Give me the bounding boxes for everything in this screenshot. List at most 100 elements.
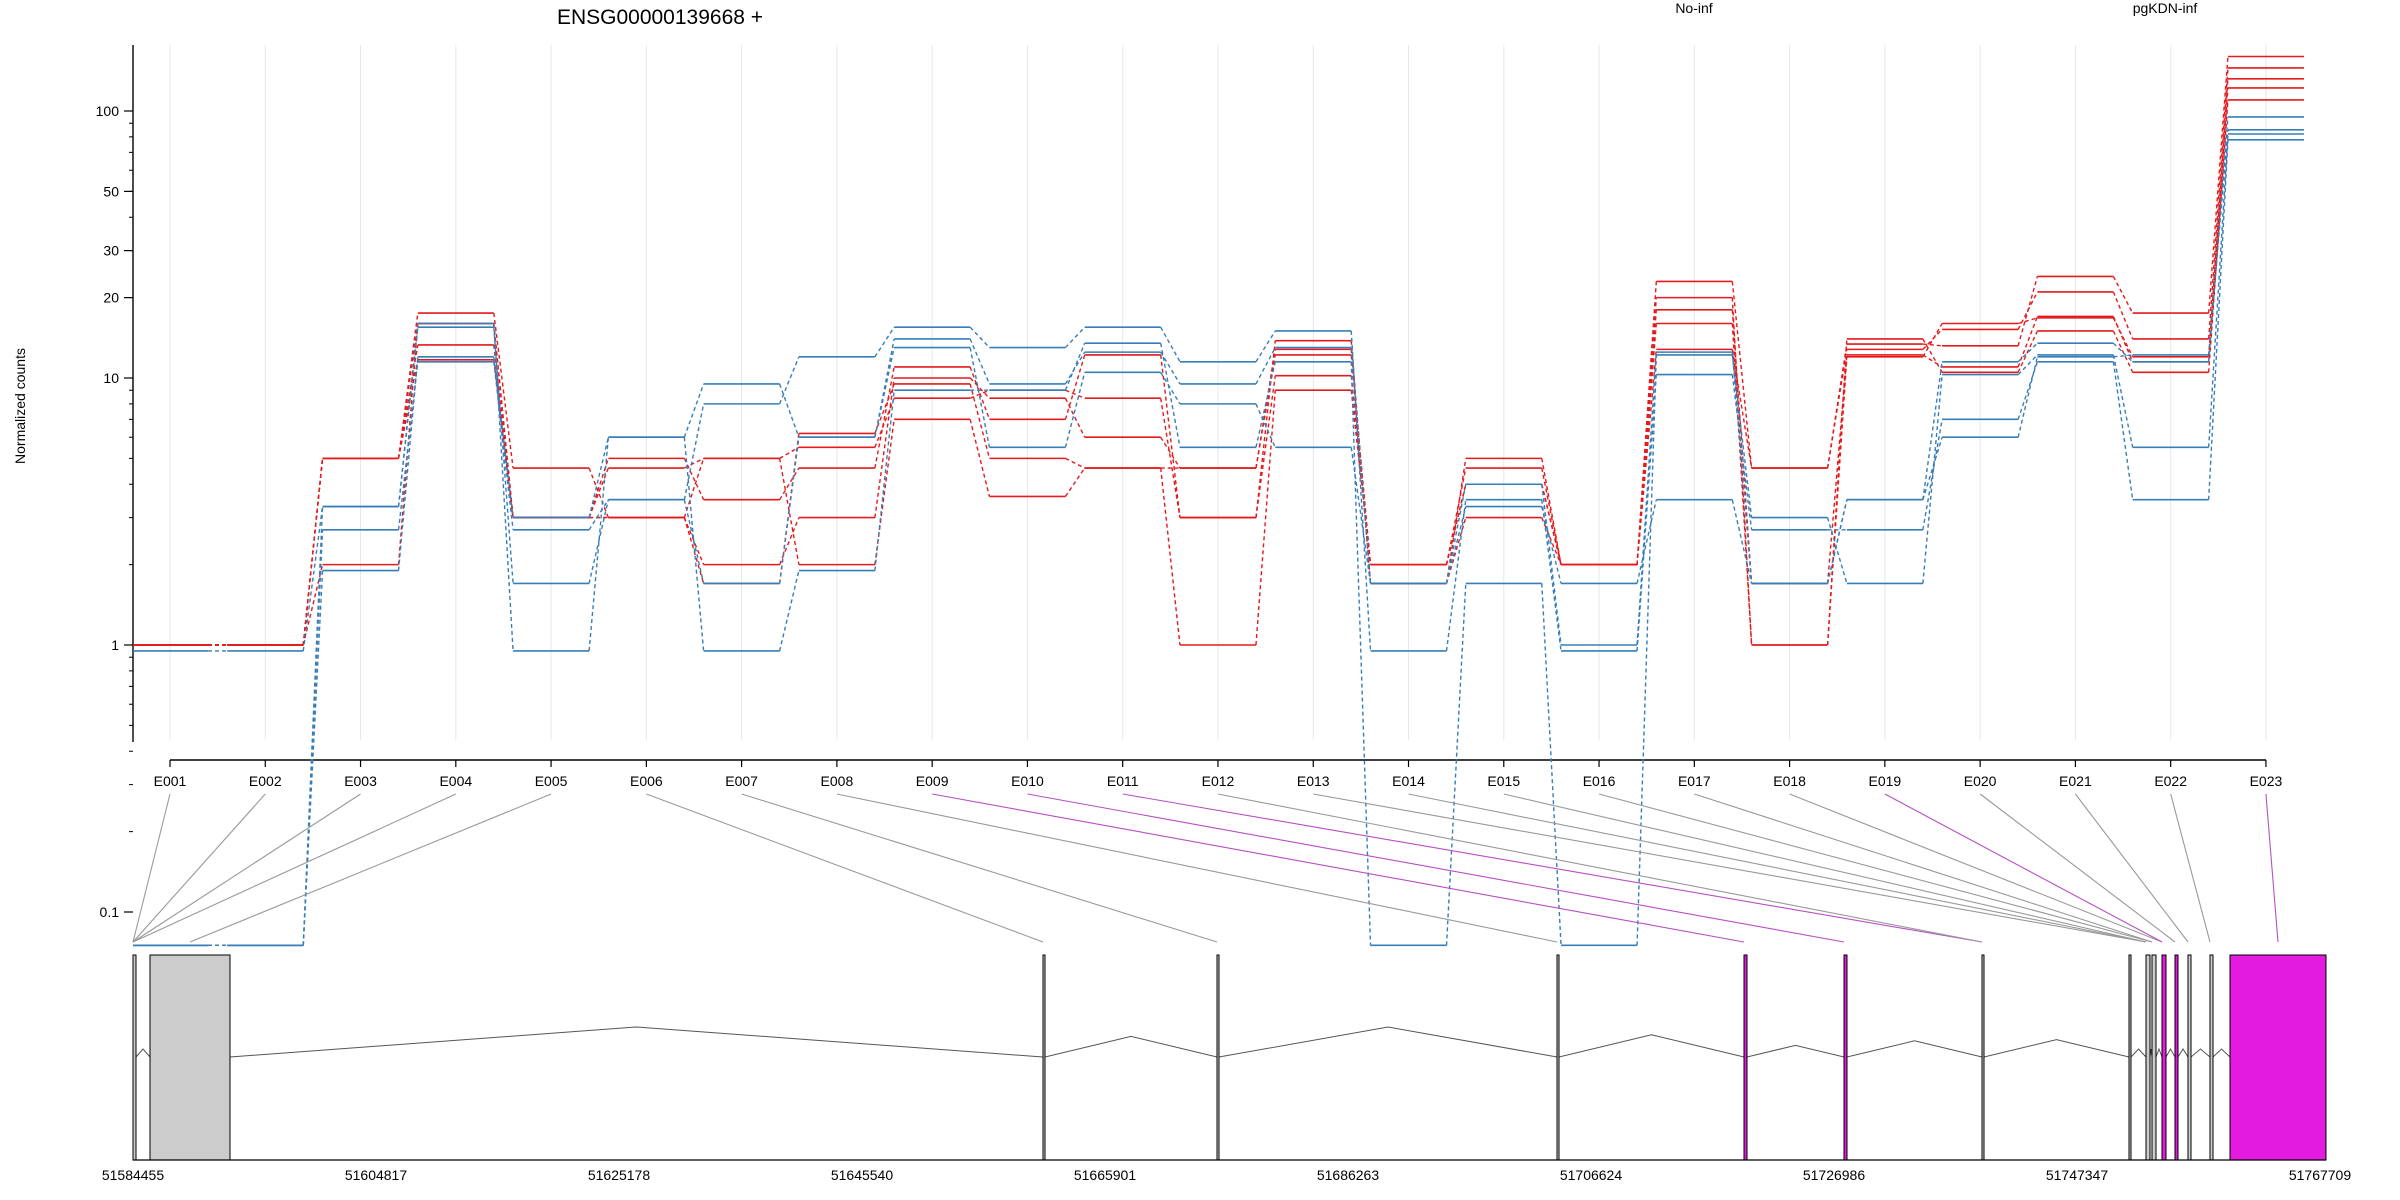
intron-line [2190,1048,2211,1058]
intron-line [1044,1035,1218,1058]
data-transition [1541,484,1562,646]
data-transition [1731,354,1753,518]
data-transition [779,446,800,459]
data-transition [2112,330,2134,373]
exon-block [1216,954,1220,1161]
data-transition [1160,398,1181,518]
data-transition [1541,458,1562,565]
data-transition [1826,349,1848,469]
x-tick-label-e019: E019 [1869,773,1902,789]
exon-block [1042,954,1046,1161]
intron-line [1746,1044,1845,1058]
x-tick-label-e023: E023 [2250,773,2283,789]
data-transition [1255,354,1276,469]
data-transition [683,458,705,501]
data-transition [1541,499,1562,652]
x-tick-label-e020: E020 [1964,773,1997,789]
data-transition [1255,361,1276,448]
data-transition [1922,323,1943,358]
data-transition [874,377,895,518]
intron-line [2155,1047,2163,1058]
legend-pgkdn-inf: pgKDN-inf [2133,0,2198,16]
x-tick-label-e022: E022 [2154,773,2187,789]
genomic-coordinate-axis: 51584455 51604817 51625178 51645540 51665901… [102,1159,2351,1183]
data-transition [969,366,991,420]
exon-block [1843,954,1848,1161]
intron-line [1846,1040,1983,1058]
exon-connector [132,793,457,943]
data-transition [1065,457,1086,469]
data-transition [2017,342,2038,363]
data-transition [778,458,800,565]
data-transition [588,467,610,518]
data-transition [1636,309,1658,565]
x-tick-label-e008: E008 [821,773,854,789]
data-transition [1160,436,1181,469]
data-transition [1826,354,1848,584]
data-transition [2112,291,2134,340]
data-transition [1922,343,1943,347]
exon-connector [1884,793,2163,943]
data-transition [493,323,514,651]
exon-connector [132,793,361,943]
exon-connector [836,793,1558,943]
data-transition [683,517,705,584]
y-axis-label: Normalized counts [12,348,28,464]
x-tick-label-e012: E012 [1202,773,1235,789]
y-tick-label: 30 [103,243,119,259]
data-transition [874,338,895,438]
data-transition [1922,328,1943,350]
data-transition [874,366,895,469]
exon-block [2174,954,2179,1161]
data-transition [683,517,705,565]
data-transition [1731,349,1753,469]
data-transition [493,356,514,518]
intron-line [1983,1039,2130,1058]
y-tick-label: 20 [103,290,119,306]
x-tick-label-e005: E005 [535,773,568,789]
data-transition [2207,56,2229,314]
x-tick-label-e015: E015 [1487,773,1520,789]
data-transition [1445,517,1467,584]
data-transition [2017,316,2039,368]
series-pgkdn-inf-5 [133,139,2304,652]
exon-connector [2265,793,2279,943]
data-transition [588,499,610,584]
coordinate-label: 51584455 [102,1167,165,1183]
x-tick-label-e002: E002 [249,773,282,789]
data-transition [493,313,514,469]
data-transition [2017,330,2039,373]
data-transition [683,437,705,652]
series-pgkdn-inf-8 [133,133,2304,947]
coordinate-label: 51604817 [345,1167,408,1183]
data-transition [2113,354,2133,358]
data-transition [874,390,895,571]
exon-connector [1122,793,1983,943]
data-transition [778,383,800,438]
data-transition [1064,467,1086,497]
data-transition [1731,323,1753,646]
data-transition [1541,517,1562,565]
exon-connector [1789,793,2163,943]
coordinate-label: 51665901 [1074,1167,1137,1183]
exon-connector [1979,793,2176,943]
data-transition [2017,354,2038,376]
data-transition [1160,326,1181,363]
exon-connector [2170,793,2211,943]
data-transition [683,458,705,518]
data-transition [1922,361,1943,500]
exon-connector [1694,793,2153,943]
exon-connector [1313,793,2147,943]
data-transition [2112,342,2134,363]
exon-connector [1598,793,2153,943]
data-transition [1922,354,1943,368]
data-transition [969,383,991,459]
x-tick-label-e001: E001 [154,773,187,789]
data-transition [1541,467,1562,565]
exon-block [2229,954,2327,1161]
exon-block [2187,954,2192,1161]
data-transition [683,499,705,584]
data-transition [683,383,705,438]
data-transition [397,356,419,571]
